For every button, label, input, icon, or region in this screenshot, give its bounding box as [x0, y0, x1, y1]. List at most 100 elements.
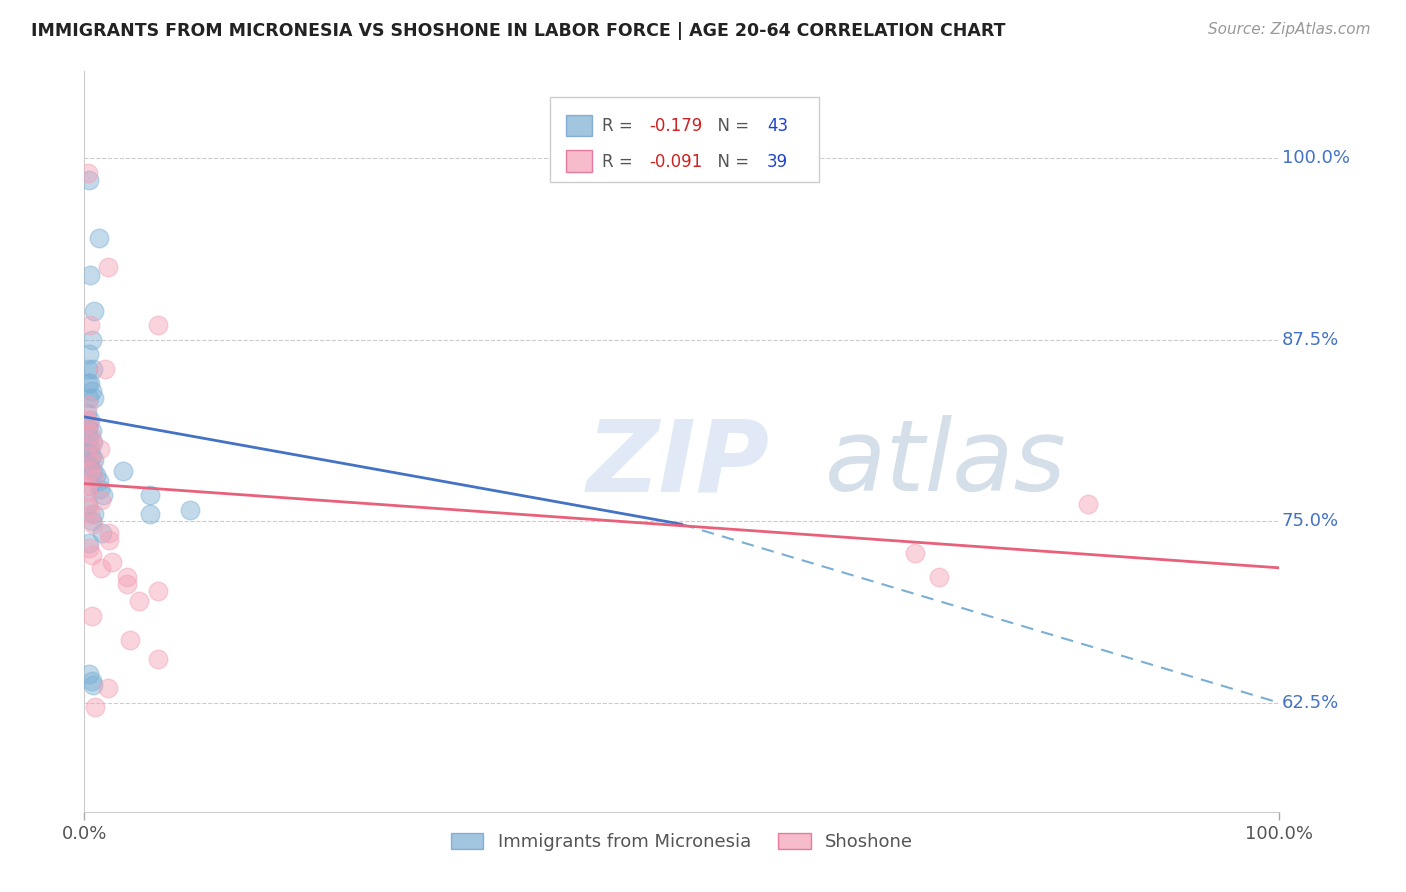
- Point: [80, 548, 103, 562]
- Point: [904, 546, 927, 560]
- Point: [80, 515, 103, 529]
- Point: [117, 569, 139, 583]
- Legend: Immigrants from Micronesia, Shoshone: Immigrants from Micronesia, Shoshone: [443, 825, 921, 858]
- Point: [77, 166, 100, 180]
- Point: [148, 318, 170, 333]
- Point: [82, 434, 104, 449]
- Point: [79, 464, 101, 478]
- Point: [89, 483, 111, 497]
- Point: [80, 434, 103, 449]
- Point: [79, 478, 101, 492]
- Point: [91, 526, 114, 541]
- Point: [77, 420, 100, 434]
- Text: N =: N =: [707, 153, 755, 170]
- Point: [77, 449, 100, 463]
- Point: [80, 425, 103, 439]
- Point: [79, 318, 101, 333]
- Point: [77, 173, 100, 187]
- Point: [128, 594, 150, 608]
- Point: [82, 517, 104, 532]
- Text: 43: 43: [766, 117, 787, 135]
- Point: [79, 507, 101, 521]
- Point: [179, 502, 201, 516]
- Point: [77, 444, 100, 458]
- Point: [77, 362, 100, 376]
- Point: [87, 231, 110, 245]
- Point: [82, 362, 104, 376]
- Point: [80, 456, 103, 470]
- Point: [90, 561, 112, 575]
- Point: [77, 497, 100, 511]
- Point: [111, 464, 134, 478]
- Point: [77, 666, 100, 681]
- Point: [77, 430, 100, 444]
- Text: R =: R =: [602, 117, 638, 135]
- Point: [76, 405, 98, 419]
- Point: [77, 478, 100, 492]
- Point: [77, 459, 100, 474]
- Point: [98, 533, 121, 548]
- Point: [76, 413, 98, 427]
- Point: [139, 488, 162, 502]
- Point: [79, 442, 101, 456]
- Text: -0.179: -0.179: [650, 117, 703, 135]
- Point: [117, 576, 139, 591]
- Point: [83, 304, 105, 318]
- Point: [118, 633, 141, 648]
- Point: [80, 333, 103, 347]
- Text: R =: R =: [602, 153, 638, 170]
- Point: [80, 674, 103, 689]
- Text: Source: ZipAtlas.com: Source: ZipAtlas.com: [1208, 22, 1371, 37]
- FancyBboxPatch shape: [567, 151, 592, 172]
- Point: [80, 384, 103, 398]
- Text: 87.5%: 87.5%: [1282, 331, 1339, 349]
- FancyBboxPatch shape: [551, 97, 820, 183]
- Point: [1077, 497, 1099, 511]
- Point: [93, 488, 115, 502]
- Text: IMMIGRANTS FROM MICRONESIA VS SHOSHONE IN LABOR FORCE | AGE 20-64 CORRELATION CH: IMMIGRANTS FROM MICRONESIA VS SHOSHONE I…: [31, 22, 1005, 40]
- Point: [77, 391, 100, 405]
- Point: [82, 464, 104, 478]
- Point: [101, 555, 124, 569]
- Text: atlas: atlas: [825, 416, 1067, 512]
- Point: [89, 442, 111, 456]
- Point: [79, 413, 101, 427]
- Point: [98, 526, 121, 541]
- Text: 62.5%: 62.5%: [1282, 694, 1339, 712]
- Point: [928, 569, 950, 583]
- Point: [79, 376, 101, 391]
- Point: [80, 608, 103, 623]
- Point: [77, 456, 100, 470]
- Text: -0.091: -0.091: [650, 153, 703, 170]
- Point: [148, 584, 170, 599]
- Point: [77, 541, 100, 555]
- Text: 75.0%: 75.0%: [1282, 512, 1339, 531]
- Text: 39: 39: [766, 153, 787, 170]
- Point: [77, 416, 100, 430]
- Text: N =: N =: [707, 117, 755, 135]
- Point: [80, 449, 103, 463]
- Point: [86, 467, 108, 482]
- FancyBboxPatch shape: [567, 114, 592, 136]
- Point: [90, 492, 112, 507]
- Point: [77, 376, 100, 391]
- Point: [83, 471, 105, 485]
- Point: [77, 347, 100, 361]
- Point: [87, 474, 110, 488]
- Point: [77, 398, 100, 412]
- Point: [84, 700, 107, 714]
- Point: [83, 391, 105, 405]
- Point: [79, 268, 101, 282]
- Point: [97, 681, 120, 696]
- Point: [139, 507, 162, 521]
- Point: [83, 507, 105, 521]
- Point: [77, 500, 100, 514]
- Point: [82, 678, 104, 692]
- Text: ZIP: ZIP: [586, 416, 769, 512]
- Point: [93, 362, 115, 376]
- Point: [83, 453, 105, 467]
- Text: 100.0%: 100.0%: [1282, 150, 1350, 168]
- Point: [148, 652, 170, 666]
- Point: [79, 427, 101, 442]
- Point: [97, 260, 120, 275]
